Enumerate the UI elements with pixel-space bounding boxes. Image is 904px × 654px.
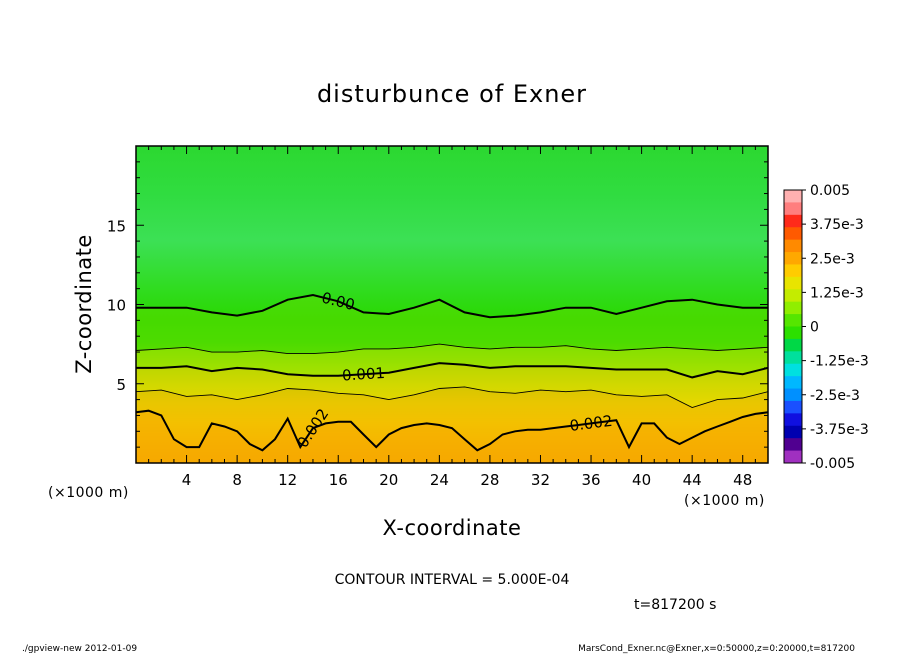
colorbar-swatch-16: [784, 388, 802, 402]
x-tick-label-5: 24: [430, 471, 449, 489]
x-tick-label-7: 32: [531, 471, 550, 489]
colorbar-swatch-13: [784, 351, 802, 365]
colorbar-label-4: 0: [810, 320, 819, 336]
colorbar-label-0: 0.005: [810, 183, 850, 199]
colorbar-label-6: -2.5e-3: [810, 388, 860, 404]
y-tick-label-1: 10: [107, 297, 126, 315]
y-tick-label-0: 5: [116, 376, 126, 394]
band-3: [136, 295, 768, 354]
x-tick-label-1: 8: [232, 471, 242, 489]
colorbar-swatch-20: [784, 438, 802, 452]
time-text: t=817200 s: [634, 597, 716, 613]
x-tick-label-8: 36: [581, 471, 600, 489]
chart-title: disturbunce of Exner: [317, 80, 587, 108]
contour-label-0-1: 0.002: [569, 412, 614, 435]
contour-line-0: [136, 409, 768, 452]
contour-line-1: [136, 386, 768, 408]
x-tick-label-0: 4: [182, 471, 192, 489]
y-tick-label-2: 15: [107, 217, 126, 235]
colorbar-swatch-4: [784, 239, 802, 253]
colorbar-label-8: -0.005: [810, 456, 855, 472]
colorbar-label-3: 1.25e-3: [810, 285, 864, 301]
band-max: [136, 410, 768, 463]
x-tick-label-2: 12: [278, 471, 297, 489]
colorbar-label-7: -3.75e-3: [810, 422, 869, 438]
colorbar-swatch-0: [784, 190, 802, 203]
y-unit-label: (×1000 m): [48, 485, 129, 501]
colorbar-swatch-7: [784, 276, 802, 290]
colorbar-swatch-19: [784, 425, 802, 439]
colorbar-swatch-1: [784, 202, 802, 216]
colorbar: 0.005 3.75e-3 2.5e-3 1.25e-3 0 -1.25e-3 -2.5e-…: [783, 183, 869, 472]
colorbar-swatch-21: [784, 450, 802, 464]
colorbar-swatch-11: [784, 326, 802, 340]
footer-right: MarsCond_Exner.nc@Exner,x=0:50000,z=0:20…: [578, 644, 855, 654]
colorbar-swatch-6: [784, 264, 802, 278]
colorbar-swatch-18: [784, 413, 802, 427]
band-0: [136, 386, 768, 451]
colorbar-swatch-9: [784, 301, 802, 315]
colorbar-swatch-3: [784, 227, 802, 241]
x-tick-label-3: 16: [329, 471, 348, 489]
x-tick-label-6: 28: [480, 471, 499, 489]
colorbar-swatch-17: [784, 400, 802, 414]
colorbar-label-5: -1.25e-3: [810, 354, 869, 370]
x-tick-label-11: 48: [733, 471, 752, 489]
colorbar-swatch-5: [784, 252, 802, 265]
colorbar-label-2: 2.5e-3: [810, 251, 855, 267]
colorbar-swatch-15: [784, 376, 802, 390]
plot-area: [136, 146, 768, 463]
contour-line-3: [136, 343, 768, 355]
colorbar-swatch-2: [784, 214, 802, 228]
band-1: [136, 363, 768, 408]
x-tick-label-4: 20: [379, 471, 398, 489]
y-axis-label: Z-coordinate: [72, 234, 96, 374]
contour-interval-text: CONTOUR INTERVAL = 5.000E-04: [335, 572, 570, 588]
x-tick-label-10: 44: [683, 471, 702, 489]
colorbar-swatch-14: [784, 363, 802, 377]
colorbar-label-1: 3.75e-3: [810, 217, 864, 233]
x-axis-label: X-coordinate: [383, 516, 522, 540]
footer-left: ./gpview-new 2012-01-09: [22, 644, 137, 654]
colorbar-swatch-10: [784, 314, 802, 327]
x-axis: 4 8 12 16 20 24 28 32 36 40 44 48: [135, 146, 769, 489]
colorbar-swatch-8: [784, 289, 802, 303]
y-axis: 5 10 15: [107, 145, 768, 464]
contour-line-4: [136, 293, 768, 319]
x-tick-label-9: 40: [632, 471, 651, 489]
x-unit-label: (×1000 m): [684, 493, 765, 509]
contour-line-2: [136, 362, 768, 379]
contour-label-2-0: 0.001: [342, 364, 386, 385]
colorbar-swatch-12: [784, 338, 802, 352]
